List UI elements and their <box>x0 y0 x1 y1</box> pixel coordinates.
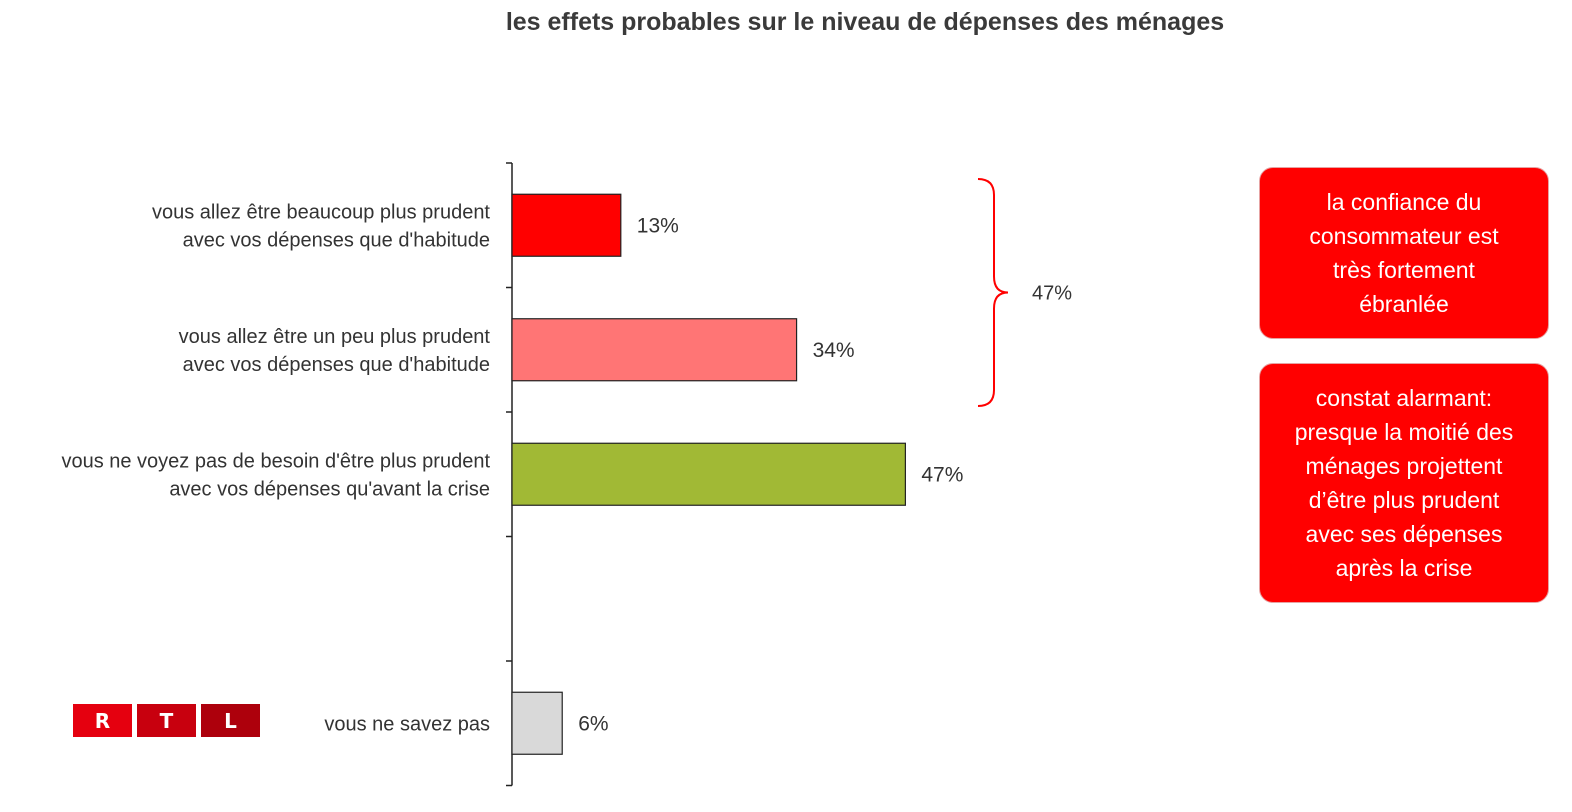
bar <box>511 318 798 382</box>
rtl-logo: R T L <box>73 704 260 737</box>
bar-value-label: 6% <box>578 712 608 735</box>
category-label: vous ne voyez pas de besoin d'être plus … <box>61 450 490 500</box>
logo-letter-l: L <box>201 704 260 737</box>
bar-value-label: 34% <box>813 339 855 362</box>
category-label: vous ne savez pas <box>324 713 490 735</box>
bar-value-label: 47% <box>921 463 963 486</box>
bar <box>511 691 563 755</box>
bar-value-label: 13% <box>637 214 679 237</box>
brace <box>977 178 1009 407</box>
category-label: vous allez être beaucoup plus prudent ave… <box>152 201 490 251</box>
chart-title: les effets probables sur le niveau de dé… <box>505 8 1225 36</box>
callout-confidence: la confiance du consommateur est très fo… <box>1259 167 1549 339</box>
logo-letter-r: R <box>73 704 132 737</box>
brace-total-label: 47% <box>1032 283 1072 305</box>
bar <box>511 442 906 506</box>
logo-letter-t: T <box>137 704 196 737</box>
category-label: vous allez être un peu plus prudent avec … <box>179 326 491 376</box>
bar <box>511 193 622 257</box>
callout-alarming: constat alarmant: presque la moitié des … <box>1259 363 1549 603</box>
